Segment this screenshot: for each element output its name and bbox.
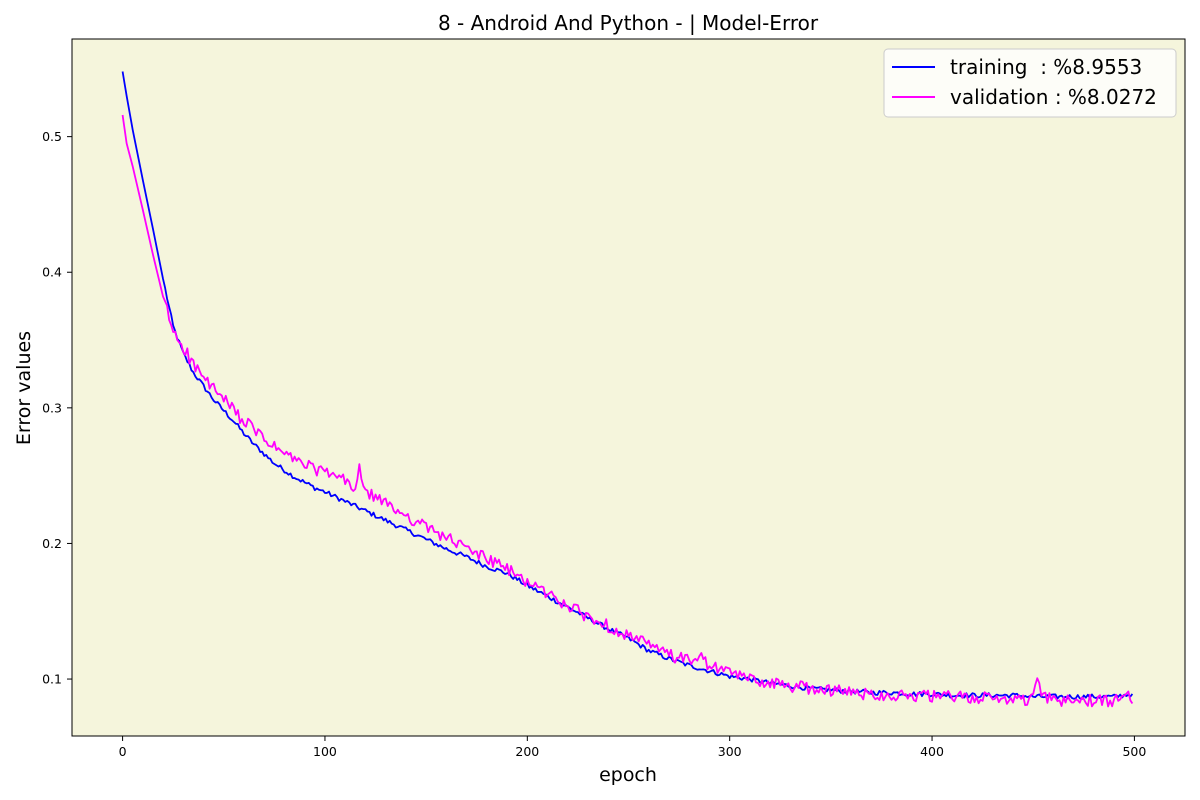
- legend-label-validation: validation : %8.0272: [950, 85, 1157, 109]
- x-axis-ticks: 0 100 200 300 400 500: [119, 736, 1146, 759]
- y-tick-label: 0.4: [42, 265, 62, 280]
- chart-title: 8 - Android And Python - | Model-Error: [438, 11, 819, 35]
- y-tick-label: 0.2: [42, 536, 62, 551]
- legend: training : %8.9553 validation : %8.0272: [883, 48, 1177, 118]
- x-tick-label: 400: [920, 744, 944, 759]
- x-tick-label: 100: [313, 744, 337, 759]
- y-axis-label: Error values: [13, 331, 35, 445]
- y-tick-label: 0.5: [42, 129, 62, 144]
- y-tick-label: 0.3: [42, 400, 62, 415]
- series-layer: [121, 71, 1134, 708]
- legend-label-training: training : %8.9553: [950, 55, 1142, 79]
- y-tick-label: 0.1: [42, 672, 62, 687]
- x-tick-label: 300: [718, 744, 742, 759]
- plot-area: [71, 38, 1186, 737]
- legend-box: [883, 48, 1177, 118]
- x-tick-label: 0: [119, 744, 127, 759]
- x-axis-label: epoch: [599, 764, 657, 786]
- series-line-validation: [121, 114, 1134, 708]
- y-axis-ticks: 0.1 0.2 0.3 0.4 0.5: [42, 129, 72, 687]
- series-line-training: [121, 71, 1134, 700]
- x-tick-label: 200: [515, 744, 539, 759]
- x-tick-label: 500: [1122, 744, 1146, 759]
